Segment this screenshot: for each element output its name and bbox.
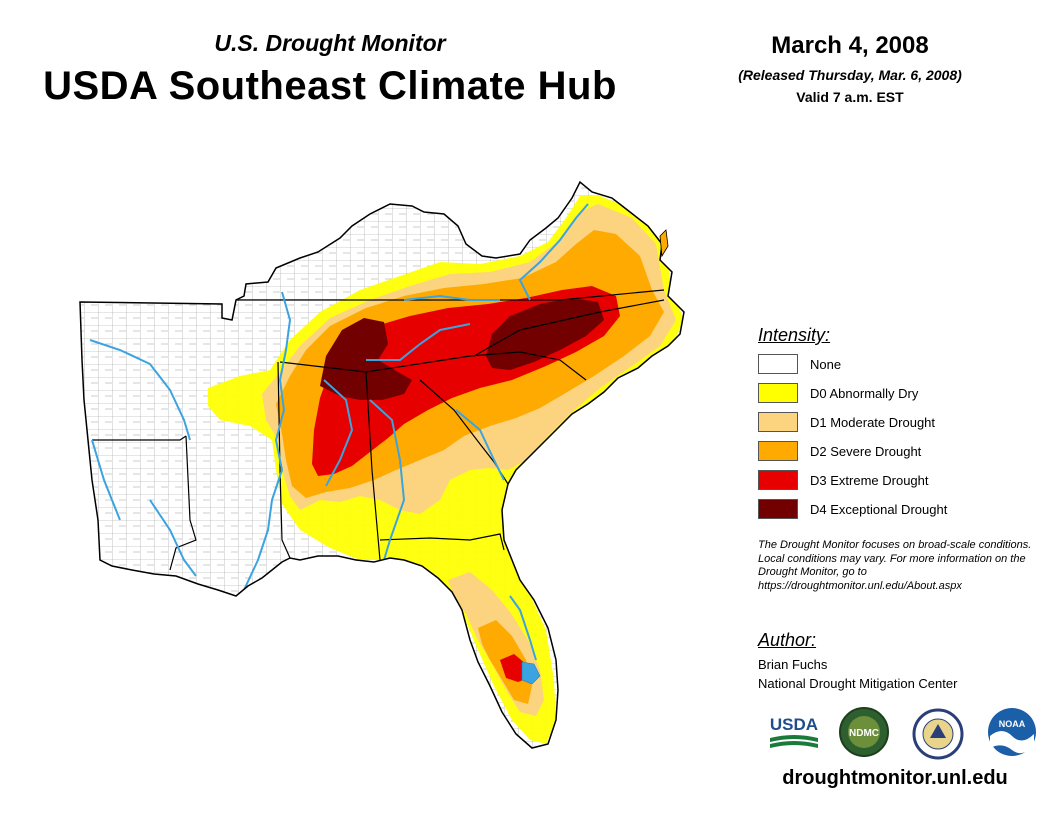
author-organization: National Drought Mitigation Center (758, 676, 958, 691)
legend-label: D3 Extreme Drought (810, 473, 929, 488)
drought-monitor-note: The Drought Monitor focuses on broad-sca… (758, 539, 1032, 592)
legend-heading: Intensity: (758, 325, 831, 345)
legend-label: D0 Abnormally Dry (810, 386, 919, 401)
ndmc-logo: NDMC (839, 707, 889, 757)
rivers (89, 203, 589, 661)
usda-logo-text: USDA (770, 715, 818, 734)
legend-label: D2 Severe Drought (810, 444, 922, 459)
usda-logo: USDA (770, 715, 818, 748)
d3-area-florida (500, 654, 528, 682)
legend-swatch (758, 499, 798, 519)
lake-okeechobee (521, 661, 541, 685)
legend-swatch (758, 441, 798, 461)
ndmc-logo-text: NDMC (849, 728, 879, 739)
legend-label: None (810, 357, 842, 372)
map-title: USDA Southeast Climate Hub (43, 64, 617, 108)
noaa-logo: NOAA (988, 708, 1036, 756)
legend-swatch (758, 470, 798, 490)
legend-swatch (758, 383, 798, 403)
legend-label: D4 Exceptional Drought (810, 502, 948, 517)
delmarva-area (659, 229, 669, 258)
release-date: (Released Thursday, Mar. 6, 2008) (738, 67, 962, 83)
noaa-logo-text: NOAA (999, 719, 1026, 729)
valid-time: Valid 7 a.m. EST (796, 89, 904, 105)
legend-swatch (758, 412, 798, 432)
legend-label: D1 Moderate Drought (810, 415, 936, 430)
author-heading: Author: (758, 630, 817, 650)
map-subtitle: U.S. Drought Monitor (214, 30, 446, 56)
map-date: March 4, 2008 (771, 32, 929, 59)
author-name: Brian Fuchs (758, 657, 828, 672)
website-link[interactable]: droughtmonitor.unl.edu (782, 767, 1008, 789)
doc-seal-icon (912, 708, 964, 760)
legend-swatch (758, 354, 798, 374)
